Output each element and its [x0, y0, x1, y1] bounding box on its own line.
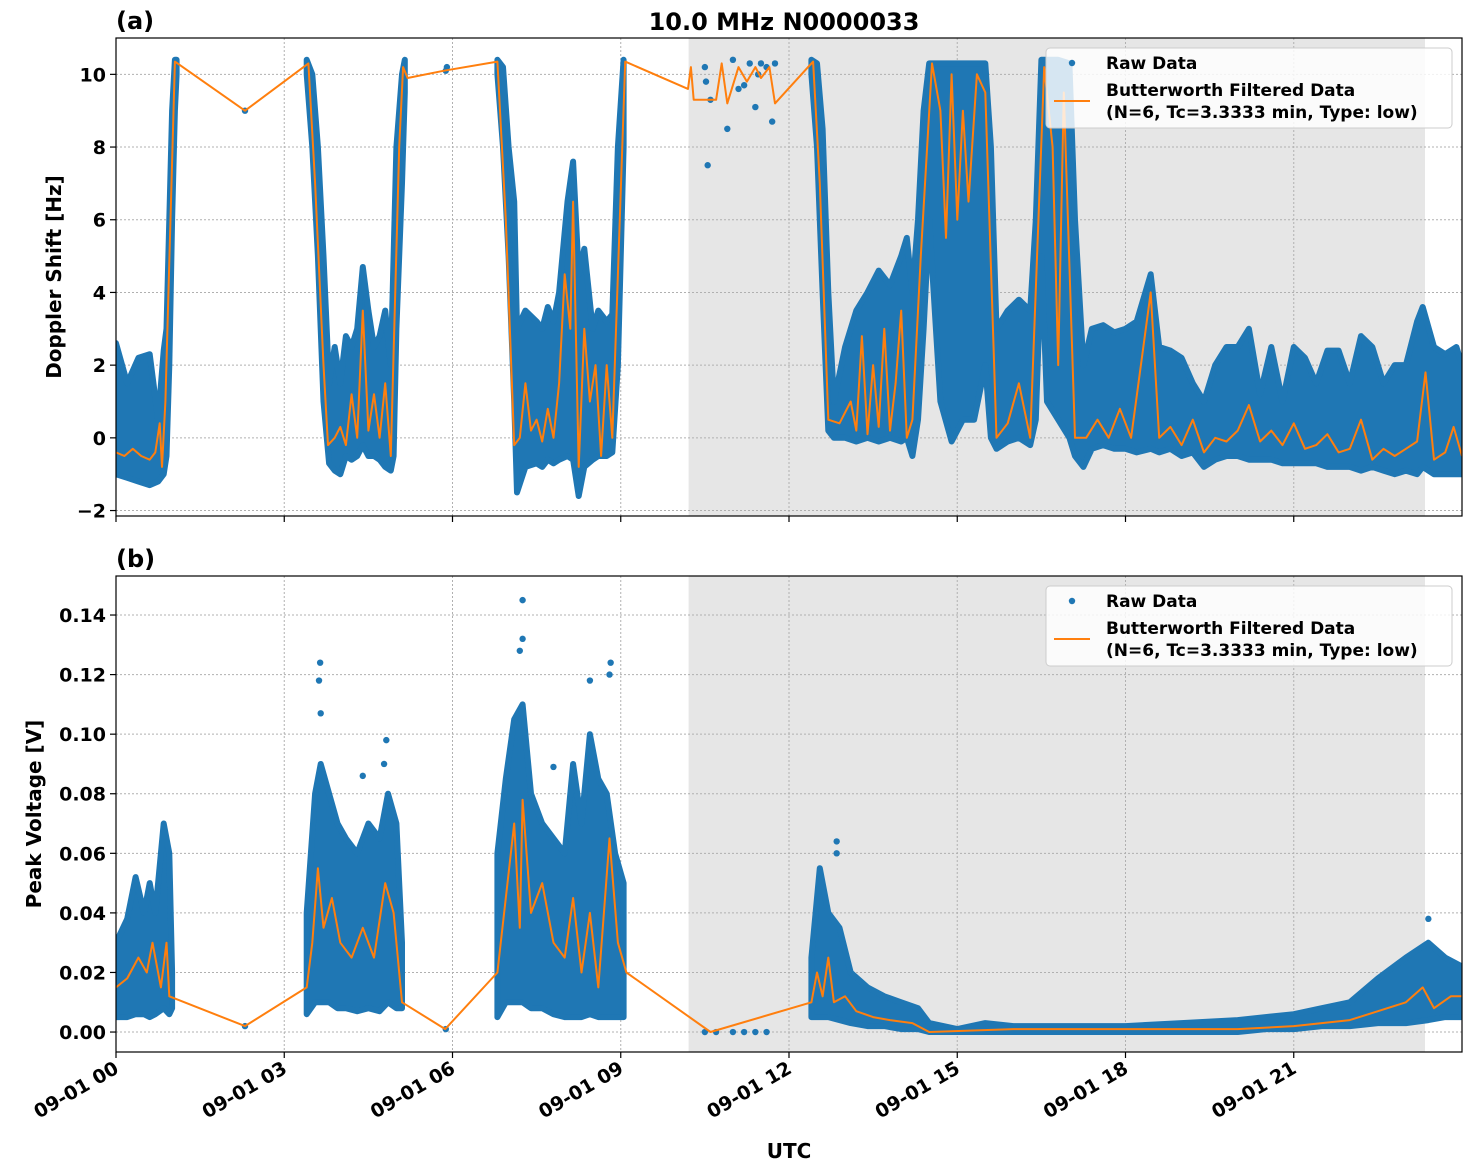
y-tick-label: 10	[80, 64, 106, 86]
raw-data-point	[833, 850, 840, 857]
raw-data-point	[740, 82, 748, 89]
legend-filtered-label: Butterworth Filtered Data	[1106, 81, 1355, 101]
raw-data-point	[586, 677, 594, 684]
plot-area	[116, 56, 1462, 499]
raw-data-point	[746, 60, 753, 67]
raw-data-point	[606, 671, 613, 678]
raw-data-point	[757, 60, 765, 67]
raw-data-point	[702, 78, 710, 85]
y-tick-label: 0.12	[59, 665, 106, 687]
legend-filtered-label: Butterworth Filtered Data	[1106, 619, 1355, 639]
raw-data-point	[771, 60, 779, 67]
legend-raw-label: Raw Data	[1106, 54, 1197, 74]
plot-area	[116, 596, 1462, 1036]
legend-filtered-params: (N=6, Tc=3.3333 min, Type: low)	[1106, 641, 1418, 661]
y-axis-label: Doppler Shift [Hz]	[42, 175, 66, 379]
legend-filtered-params: (N=6, Tc=3.3333 min, Type: low)	[1106, 103, 1418, 123]
raw-data-point	[833, 838, 840, 845]
raw-data-point	[317, 710, 324, 717]
legend: Raw Data Butterworth Filtered Data(N=6, T…	[1045, 47, 1453, 129]
raw-data-point	[768, 118, 776, 125]
raw-data-point	[752, 1028, 759, 1036]
x-tick-label: 09-01 06	[367, 1057, 459, 1123]
panel-label: (b)	[116, 545, 155, 573]
panel-b: 0.00 0.02 0.04 0.06 0.08 0.10 0.12 0.14 09-01 00…	[22, 545, 1463, 1123]
panel-a: −2 0 2 4 6 8 10 (a) Doppler Shift [Hz] Raw Data Bu…	[42, 7, 1463, 523]
raw-data-point	[729, 56, 737, 64]
y-tick-label: 0.02	[59, 962, 106, 984]
raw-data-point	[704, 162, 711, 169]
raw-data-band	[303, 56, 408, 478]
x-tick-label: 09-01 15	[871, 1057, 963, 1123]
raw-data-band	[494, 56, 627, 499]
x-tick-label: 09-01 09	[535, 1057, 627, 1123]
raw-data-point	[383, 736, 390, 744]
raw-data-band	[808, 865, 1462, 1035]
raw-data-point	[519, 596, 526, 604]
raw-data-point	[316, 659, 324, 666]
raw-data-band	[808, 56, 1462, 478]
raw-data-point	[380, 760, 388, 768]
legend-box	[1045, 585, 1453, 667]
raw-data-point	[752, 103, 759, 111]
legend-box	[1045, 47, 1453, 129]
legend-raw-marker	[1068, 597, 1076, 605]
x-tick-label: 09-01 03	[198, 1057, 290, 1123]
raw-data-point	[550, 763, 557, 771]
raw-data-point	[724, 125, 731, 133]
y-tick-label: −2	[77, 501, 106, 523]
y-tick-label: 2	[93, 355, 106, 377]
x-tick-label: 09-01 21	[1208, 1057, 1300, 1123]
legend-raw-label: Raw Data	[1106, 592, 1197, 612]
x-tick-label: 09-01 18	[1040, 1057, 1132, 1123]
legend: Raw Data Butterworth Filtered Data(N=6, T…	[1045, 585, 1453, 667]
raw-data-point	[359, 772, 366, 780]
x-tick-label: 09-01 12	[703, 1057, 795, 1123]
x-tick-label: 09-01 00	[30, 1057, 122, 1123]
raw-data-point	[763, 1028, 770, 1036]
filtered-data-line	[116, 60, 1462, 468]
raw-data-point	[740, 1028, 748, 1036]
filtered-data-line	[116, 798, 1462, 1033]
raw-data-point	[443, 63, 451, 71]
y-tick-label: 0.14	[59, 605, 106, 627]
y-tick-label: 0.04	[59, 903, 106, 925]
panel-label: (a)	[116, 7, 154, 35]
y-tick-label: 0.08	[59, 784, 106, 806]
raw-data-band	[116, 820, 176, 1021]
raw-data-point	[729, 1028, 737, 1036]
raw-data-point	[516, 647, 523, 654]
raw-data-point	[519, 635, 526, 643]
y-tick-label: 0.00	[59, 1022, 106, 1044]
figure-title: 10.0 MHz N0000033	[649, 8, 920, 36]
y-tick-label: 8	[93, 137, 106, 159]
raw-data-point	[315, 677, 323, 684]
raw-data-band	[116, 56, 180, 489]
raw-data-point	[735, 85, 742, 93]
y-tick-label: 0.10	[59, 724, 106, 746]
y-axis-label: Peak Voltage [V]	[22, 720, 46, 909]
x-axis-label: UTC	[767, 1139, 812, 1163]
y-tick-label: 4	[93, 282, 106, 304]
raw-data-point	[607, 659, 614, 666]
legend-raw-marker	[1068, 59, 1076, 67]
raw-data-point	[701, 63, 709, 71]
y-tick-label: 6	[93, 210, 106, 232]
raw-data-band	[303, 761, 405, 1018]
raw-data-point	[1425, 915, 1432, 923]
y-tick-label: 0.06	[59, 843, 106, 865]
raw-data-point	[701, 1028, 709, 1036]
y-tick-label: 0	[93, 428, 106, 450]
